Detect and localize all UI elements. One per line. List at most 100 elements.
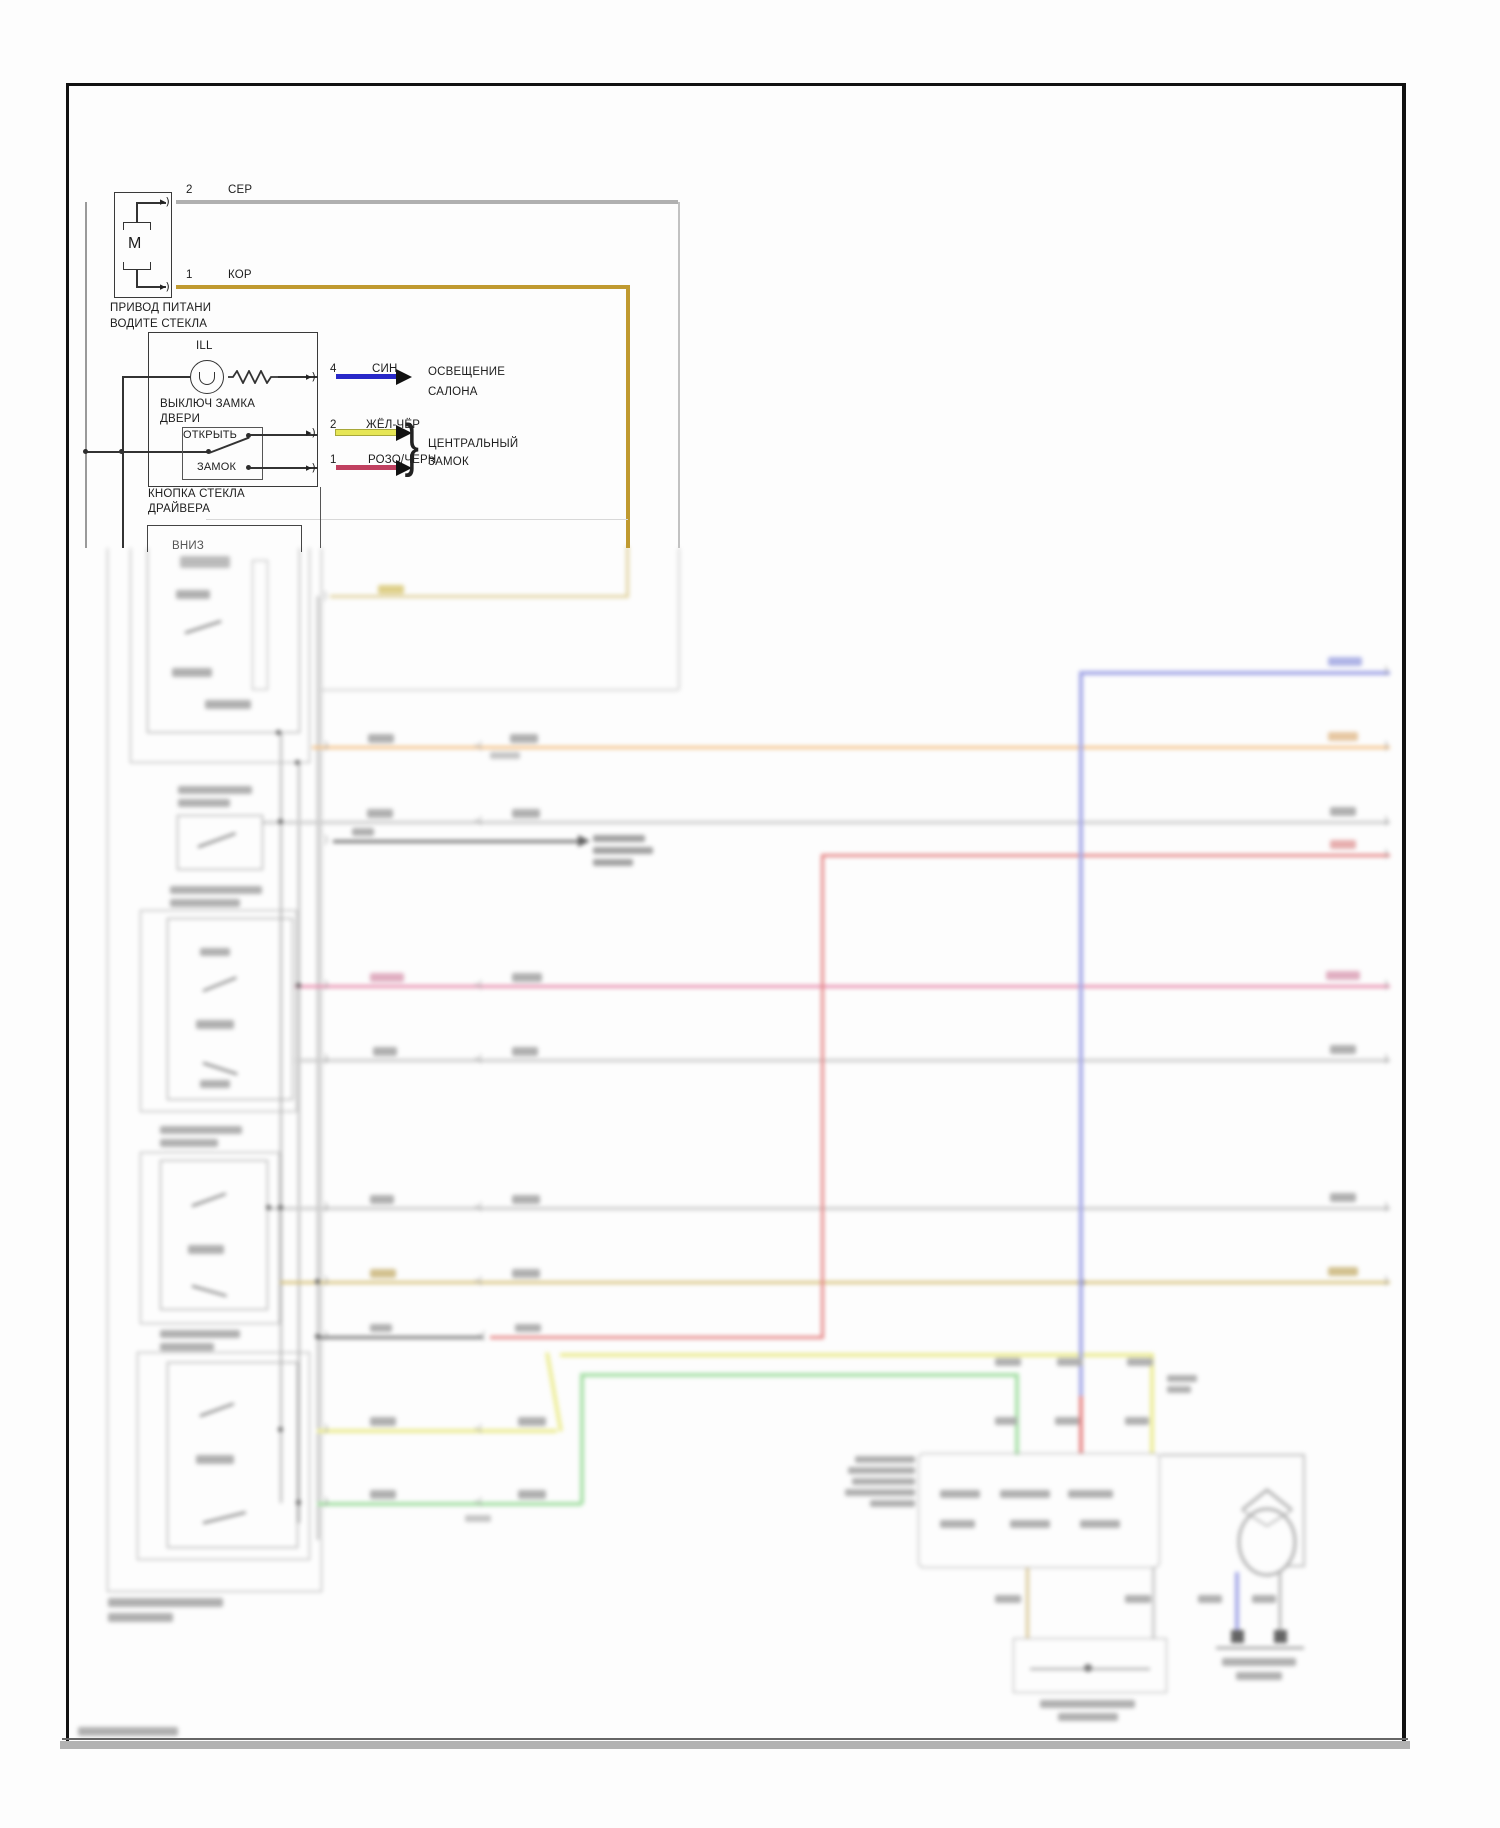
- bus-wire-vertical: [280, 733, 282, 1503]
- relay-box-label: [845, 1489, 915, 1496]
- relay-pin-label: [1055, 1417, 1079, 1425]
- rear-left-switch-inner: [167, 918, 293, 1100]
- relay-pin-label: [1167, 1375, 1197, 1382]
- motor-label2: ВОДИТЕ СТЕКЛА: [110, 318, 208, 330]
- motor-symbol: M: [128, 235, 142, 252]
- label-vniz: ВНИЗ: [172, 540, 204, 552]
- wire-gray: [263, 821, 1390, 824]
- switch-glyph: [200, 1080, 230, 1088]
- ground-dest-text: [593, 847, 653, 854]
- passenger-switch-outer: [137, 1352, 310, 1560]
- door-lock-switch-box: [148, 332, 318, 487]
- wire-sublabel: [490, 752, 520, 759]
- page-border-bottom-band: [60, 1741, 1410, 1749]
- unlock-out-wire: [250, 434, 318, 436]
- motor-bracket-top: [123, 222, 151, 230]
- page-caption: [78, 1727, 178, 1736]
- central-lock-brace: }: [404, 413, 420, 478]
- wire-kor-faded-horizontal: [330, 595, 629, 598]
- wire-sin-label: СИН: [372, 363, 398, 375]
- panel-glyph: [172, 668, 212, 677]
- switch-pivot-dot: [206, 449, 211, 454]
- sensor-contact-dot: [1084, 1664, 1092, 1672]
- wire-label: [512, 1047, 538, 1056]
- wire-kor: [176, 285, 629, 289]
- subcircuit-frame-bottom: [322, 689, 678, 691]
- junction-dot: [278, 1205, 283, 1210]
- relay-pin-label: [1057, 1358, 1083, 1366]
- connector-pin: ): [1384, 978, 1389, 991]
- junction-dot: [83, 449, 88, 454]
- arrow-to-central-lock2: [396, 460, 412, 476]
- subcircuit-frame-left: [85, 202, 87, 548]
- ground-dest-text: [593, 859, 633, 866]
- dest-osveshenie: ОСВЕЩЕНИЕ: [428, 366, 506, 378]
- wire-dark-segment: [317, 1336, 483, 1339]
- connector-pin: ): [324, 1200, 329, 1213]
- switch-glyph: [196, 1455, 234, 1464]
- lamp-filament: [199, 372, 215, 385]
- connector-pin: ): [324, 1495, 329, 1508]
- wire-rozo-chern: [336, 465, 396, 470]
- motor-pin2: 2: [186, 184, 193, 196]
- component-label: [160, 1126, 242, 1134]
- motor-label: ПРИВОД ПИТАНИ: [110, 302, 212, 314]
- arrow-to-dome-light: [396, 369, 412, 385]
- component-label: [178, 786, 252, 794]
- motor-feed-horizontal: [1160, 1454, 1305, 1456]
- relay-internal-label: [1080, 1520, 1120, 1528]
- wire-red-lower-horizontal: [490, 1336, 824, 1339]
- wire-blue-vertical: [1079, 671, 1083, 1398]
- inline-connector: ›(: [474, 978, 483, 991]
- label-vyklyuch: ВЫКЛЮЧ ЗАМКА: [160, 398, 256, 410]
- wire-label: [512, 1269, 540, 1278]
- motor-feed-vertical: [1303, 1454, 1305, 1566]
- component-label: [170, 899, 240, 907]
- wire-kor-vertical: [626, 285, 630, 548]
- wire-green-left: [317, 1502, 582, 1506]
- motor-feed-link: [1285, 1565, 1305, 1567]
- wire-yellow-left: [317, 1429, 557, 1433]
- wire-label: [1330, 1193, 1356, 1202]
- page-border-left: [66, 83, 69, 1743]
- junction-dot: [315, 1279, 320, 1284]
- wire-label: [370, 1490, 396, 1499]
- connector-pin: ): [324, 1329, 329, 1342]
- inline-connector: ›(: [474, 1200, 483, 1213]
- wire-blue-horizontal: [1080, 671, 1390, 675]
- wire-label: [368, 734, 394, 743]
- pin4-label: 4: [330, 363, 337, 375]
- connector-pin: ▸): [306, 461, 316, 474]
- panel-glyph: [176, 590, 210, 599]
- component-label: [178, 799, 230, 807]
- connector-pin: ): [324, 833, 329, 846]
- motor-pin1: 1: [186, 269, 193, 281]
- wire-yellow-right: [560, 1353, 1152, 1357]
- connector-pin: ): [1384, 1052, 1389, 1065]
- junction-dot: [295, 760, 300, 765]
- wire-label: [352, 828, 374, 836]
- wire-label: [1330, 840, 1356, 849]
- wire-orange: [312, 746, 1390, 749]
- label-dveri: ДВЕРИ: [160, 413, 201, 425]
- arrow-to-central-lock: [396, 425, 412, 441]
- wire-kor-label: [378, 585, 404, 594]
- page-border-top: [66, 83, 1406, 86]
- component-label: [160, 1139, 218, 1147]
- relay-box-label: [848, 1467, 915, 1474]
- sensor-box-label: [1058, 1713, 1118, 1721]
- lamp-left-wire: [122, 376, 190, 378]
- wire-crimson: [295, 985, 1390, 988]
- relay-pin-label: [995, 1417, 1017, 1425]
- wire-gray: [268, 1207, 1390, 1210]
- inline-connector: ›(: [474, 814, 483, 827]
- junction-dot: [276, 730, 281, 735]
- assembly-label: [108, 1613, 173, 1622]
- lamp-left-drop: [122, 376, 124, 548]
- wire-label: [370, 1195, 394, 1204]
- wire-label: [370, 1324, 392, 1332]
- passenger-switch-inner: [167, 1362, 298, 1548]
- faint-outer-box-top: [206, 519, 628, 521]
